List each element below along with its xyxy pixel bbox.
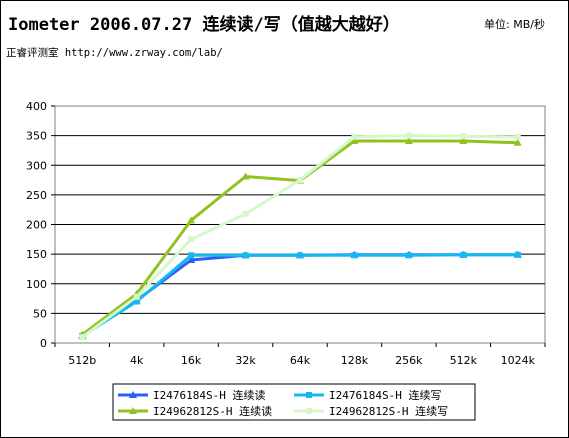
x-tick-label: 1024k [501, 354, 536, 367]
data-point [459, 136, 468, 144]
legend-label: I24962812S-H 连续写 [329, 404, 448, 418]
x-tick-label: 4k [130, 354, 144, 367]
legend-box [112, 383, 476, 421]
x-tick-label: 512k [450, 354, 478, 367]
data-point [351, 133, 358, 140]
data-point [79, 334, 86, 341]
data-point [241, 172, 250, 180]
data-point [297, 252, 303, 259]
data-point [133, 298, 140, 305]
unit-label: 单位: MB/秒 [484, 18, 545, 31]
legend-label: I2476184S-H 连续写 [329, 388, 441, 402]
data-point [405, 252, 412, 259]
series-lines [78, 132, 522, 341]
x-tick-label: 256k [395, 354, 423, 367]
data-point [297, 177, 303, 184]
legend-marker [129, 391, 137, 398]
y-tick-label: 50 [33, 307, 47, 320]
y-tick-label: 150 [26, 248, 47, 261]
y-axis-ticks: 0 50 100 150 200 250 300 350 400 [26, 100, 55, 350]
data-point [133, 293, 140, 300]
x-tick-label: 64k [290, 354, 311, 367]
data-point [188, 252, 195, 259]
data-point [513, 138, 522, 146]
x-tick-label: 512b [68, 354, 96, 367]
y-tick-label: 300 [26, 159, 47, 172]
data-point [460, 251, 467, 258]
y-tick-label: 350 [26, 130, 47, 143]
data-point [460, 133, 467, 140]
x-tick-label: 16k [181, 354, 202, 367]
series-2 [79, 251, 521, 339]
data-point [514, 133, 521, 140]
chart-title: Iometer 2006.07.27 连续读/写（值越大越好） [8, 15, 400, 35]
y-tick-label: 100 [26, 278, 47, 291]
data-point [351, 252, 358, 259]
y-tick-label: 0 [40, 337, 47, 350]
data-point [405, 132, 412, 139]
data-point [188, 236, 195, 243]
legend-marker [129, 407, 137, 414]
data-point [514, 251, 521, 258]
legend: I2476184S-H 连续读 I2476184S-H 连续写 I24962812S… [112, 383, 476, 421]
x-tick-label: 128k [341, 354, 369, 367]
legend-label: I2476184S-H 连续读 [153, 388, 265, 402]
data-point [350, 136, 359, 144]
data-point [242, 252, 249, 259]
data-point [187, 216, 196, 224]
data-point [404, 136, 413, 144]
series-4 [79, 132, 521, 341]
x-axis-ticks: 512b 4k 16k 32k 64k 128k 256k 512k 1024k [54, 343, 546, 367]
legend-marker [306, 408, 312, 414]
legend-label: I24962812S-H 连续读 [153, 404, 272, 418]
legend-marker [306, 392, 312, 398]
chart-subtitle: 正睿评测室 http://www.zrway.com/lab/ [6, 47, 223, 59]
y-tick-label: 200 [26, 219, 47, 232]
data-point [187, 256, 196, 264]
data-point [242, 210, 249, 217]
y-tick-label: 250 [26, 189, 47, 202]
x-tick-label: 32k [235, 354, 256, 367]
y-tick-label: 400 [26, 100, 47, 113]
